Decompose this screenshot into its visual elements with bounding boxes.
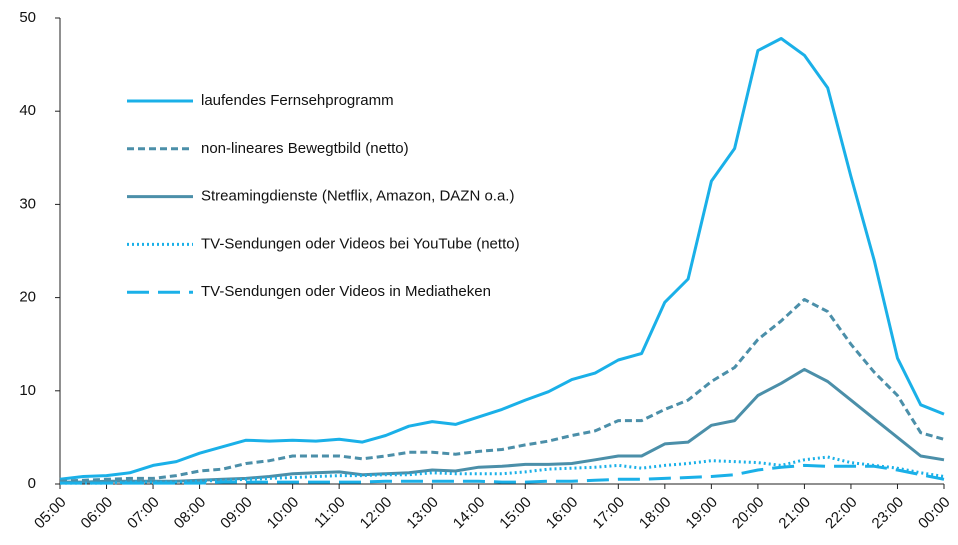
- x-tick-label: 08:00: [171, 494, 210, 533]
- x-tick-label: 06:00: [78, 494, 117, 533]
- x-tick-label: 18:00: [636, 494, 675, 533]
- x-tick-label: 11:00: [311, 494, 349, 532]
- y-tick-label: 50: [19, 9, 36, 26]
- x-tick-label: 16:00: [543, 494, 582, 533]
- x-tick-label: 20:00: [729, 494, 768, 533]
- x-tick-label: 22:00: [822, 494, 861, 533]
- x-tick-label: 17:00: [589, 494, 628, 533]
- x-tick-label: 05:00: [31, 494, 70, 533]
- y-tick-label: 40: [19, 102, 36, 119]
- x-tick-label: 07:00: [124, 494, 163, 533]
- legend-label: TV-Sendungen oder Videos bei YouTube (ne…: [201, 235, 520, 252]
- x-tick-label: 00:00: [915, 494, 954, 533]
- x-tick-label: 19:00: [682, 494, 721, 533]
- legend-label: laufendes Fernsehprogramm: [201, 92, 394, 109]
- series-line: [59, 37, 945, 481]
- legend-label: non-lineares Bewegtbild (netto): [201, 140, 409, 157]
- legend-label: Streamingdienste (Netflix, Amazon, DAZN …: [201, 188, 514, 205]
- series-line: [60, 463, 945, 485]
- series-line: [59, 298, 945, 483]
- y-tick-label: 0: [28, 475, 36, 492]
- x-tick-label: 10:00: [264, 494, 303, 533]
- x-tick-label: 09:00: [217, 494, 256, 533]
- x-tick-label: 15:00: [496, 494, 535, 533]
- y-tick-label: 10: [19, 382, 36, 399]
- x-tick-label: 12:00: [357, 494, 396, 533]
- x-tick-label: 21:00: [775, 494, 814, 533]
- x-tick-label: 14:00: [450, 494, 489, 533]
- x-tick-label: 13:00: [403, 494, 442, 533]
- legend-label: TV-Sendungen oder Videos in Mediatheken: [201, 283, 491, 300]
- x-tick-label: 23:00: [869, 494, 908, 533]
- y-tick-label: 20: [19, 289, 36, 306]
- series-line: [60, 367, 945, 484]
- y-tick-label: 30: [19, 195, 36, 212]
